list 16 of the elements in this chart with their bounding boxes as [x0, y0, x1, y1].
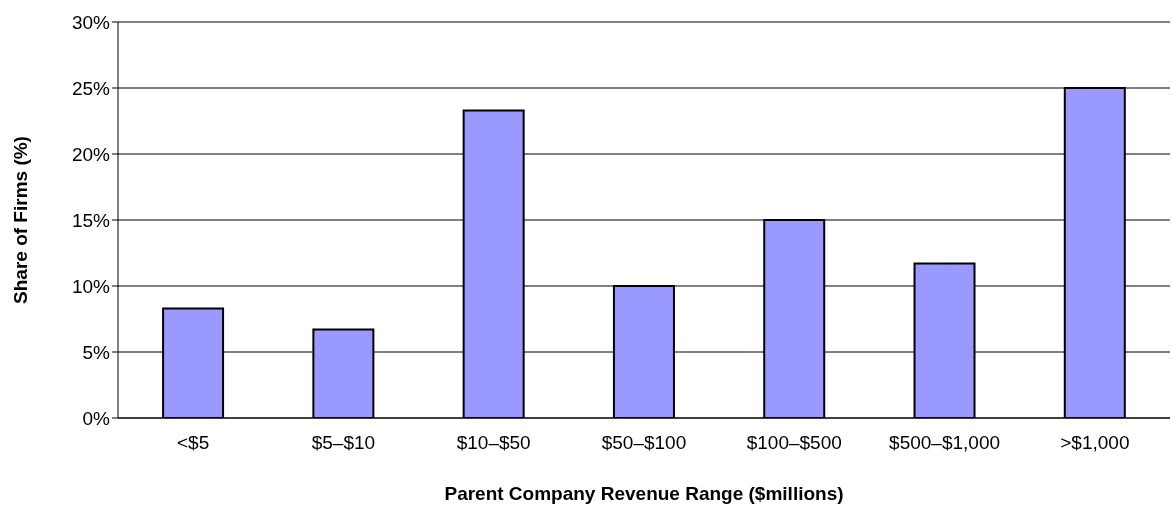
y-tick-label: 30%	[71, 11, 111, 33]
x-tick-label: $5–$10	[311, 432, 376, 454]
y-axis-title: Share of Firms (%)	[9, 136, 31, 304]
y-tick-label: 5%	[82, 341, 111, 363]
x-tick-label: $500–$1,000	[889, 432, 1001, 454]
y-tick-label: 20%	[71, 143, 111, 165]
x-axis-title: Parent Company Revenue Range ($millions)	[444, 483, 844, 504]
x-tick-label: >$1,000	[1060, 432, 1130, 454]
x-tick-label: <$5	[177, 432, 210, 454]
y-tick-label: 0%	[82, 407, 111, 429]
x-tick-label: $50–$100	[601, 432, 687, 454]
x-tick-label: $10–$50	[456, 432, 531, 454]
y-tick-label: 10%	[71, 275, 111, 297]
x-tick-label: $100–$500	[746, 432, 842, 454]
y-tick-label: 25%	[71, 77, 111, 99]
y-tick-label: 15%	[71, 209, 111, 231]
